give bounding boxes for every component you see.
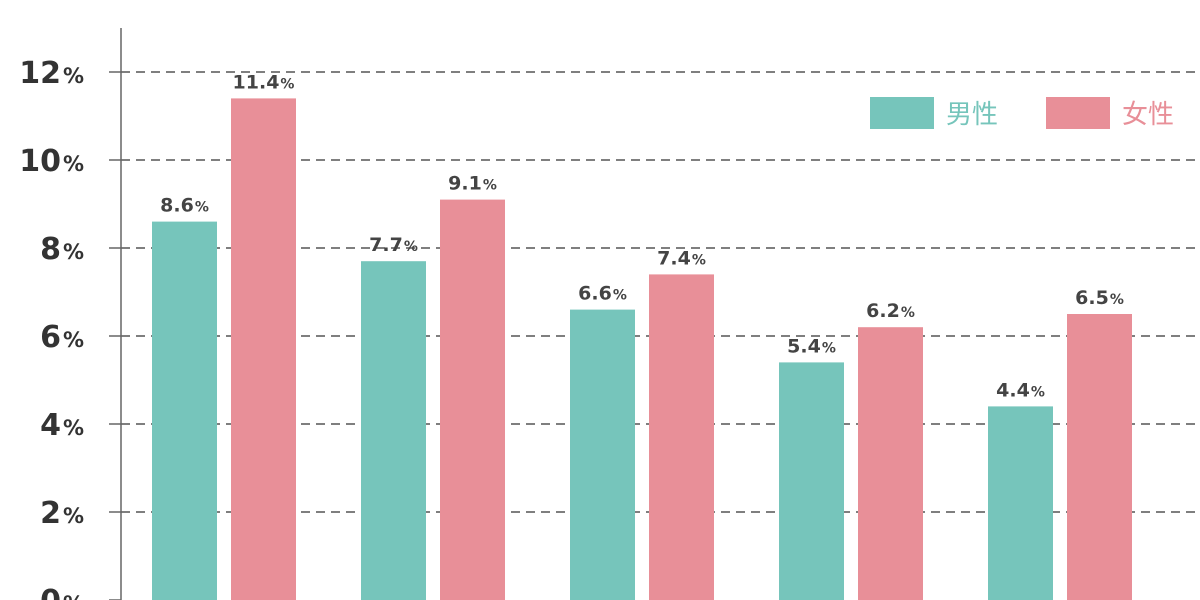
y-tick-unit: % (63, 416, 84, 440)
y-tick-unit: % (63, 64, 84, 88)
data-label: 8.6% (160, 195, 209, 217)
y-tick-unit: % (63, 328, 84, 352)
bar-female (231, 98, 296, 600)
data-label-unit: % (901, 305, 915, 321)
data-label: 6.5% (1075, 287, 1124, 309)
data-label-unit: % (483, 178, 497, 194)
data-label: 11.4% (233, 71, 295, 93)
data-label-unit: % (822, 340, 836, 356)
legend-label: 女性 (1122, 100, 1174, 130)
data-label-unit: % (404, 239, 418, 255)
bar-female (858, 327, 923, 600)
data-label-unit: % (1110, 292, 1124, 308)
bar-male (361, 261, 426, 600)
legend-swatch (870, 97, 934, 129)
data-labels: 8.6% 7.7% 6.6% 5.4% 4.4% 11.4% 9.1% 7.4% 6.2% 6.5… (160, 71, 1124, 401)
y-tick-unit: % (63, 504, 84, 528)
data-label: 9.1% (448, 173, 497, 195)
data-label: 7.4% (657, 247, 706, 269)
data-label-unit: % (692, 252, 706, 268)
y-tick-unit: % (63, 152, 84, 176)
y-tick-label: 10% (19, 144, 84, 179)
bar-male (570, 309, 635, 600)
data-label: 6.6% (578, 283, 627, 305)
axes (109, 28, 122, 600)
y-tick-unit: % (63, 240, 84, 264)
bar-male (779, 362, 844, 600)
bar-female (1067, 314, 1132, 600)
y-tick-label: 4% (40, 408, 84, 443)
legend-label: 男性 (946, 100, 998, 130)
y-tick-label: 0% (40, 584, 84, 600)
y-tick-label: 6% (40, 320, 84, 355)
bar-male (152, 221, 217, 600)
bar-male (988, 406, 1053, 600)
legend-swatch (1046, 97, 1110, 129)
bar-female (440, 199, 505, 600)
data-label-unit: % (613, 288, 627, 304)
y-tick-label: 8% (40, 232, 84, 267)
bars (152, 98, 1132, 600)
y-tick-label: 2% (40, 496, 84, 531)
data-label: 5.4% (787, 335, 836, 357)
y-tick-labels: 0% 2% 4% 6% 8% 10% 12% (19, 56, 84, 600)
data-label-unit: % (195, 200, 209, 216)
data-label-unit: % (1031, 384, 1045, 400)
data-label: 7.7% (369, 234, 418, 256)
legend: 男性 女性 (870, 97, 1174, 130)
y-tick-unit: % (63, 592, 84, 600)
y-tick-label: 12% (19, 56, 84, 91)
data-label: 4.4% (996, 379, 1045, 401)
bar-female (649, 274, 714, 600)
data-label-unit: % (280, 76, 294, 92)
data-label: 6.2% (866, 300, 915, 322)
